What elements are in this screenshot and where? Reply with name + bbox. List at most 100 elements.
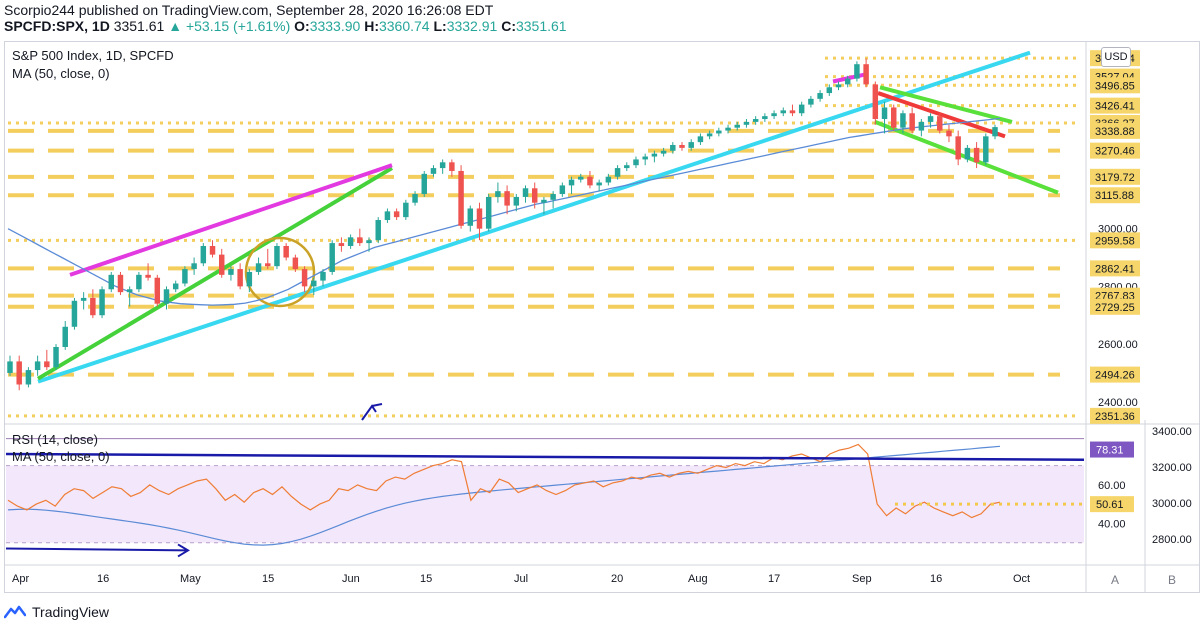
rsi-legend: RSI (14, close)	[12, 432, 98, 447]
candle-body-90	[835, 84, 842, 88]
candle-body-93	[863, 64, 869, 85]
candle-body-5	[53, 346, 59, 368]
publish-info: Scorpio244 published on TradingView.com,…	[4, 2, 494, 18]
candle-body-50	[467, 208, 474, 226]
price-label-12: 2729.25	[1095, 302, 1135, 314]
candle-body-87	[808, 98, 814, 105]
candle-body-48	[449, 162, 455, 171]
candle-body-1	[16, 361, 22, 385]
candle-body-65	[605, 176, 612, 183]
candle-body-10	[99, 289, 105, 316]
candle-body-73	[679, 144, 685, 148]
price-label-bg-10	[1090, 260, 1140, 277]
candle-body-77	[716, 130, 722, 134]
candle-body-74	[688, 142, 694, 148]
x-tick-label-4: Jun	[342, 573, 360, 585]
candle-body-24	[228, 269, 234, 275]
x-tick-label-9: 17	[768, 573, 780, 585]
candle-body-44	[412, 194, 418, 203]
candle-body-37	[347, 237, 354, 246]
candle-body-7	[71, 300, 78, 327]
candle-body-78	[725, 127, 731, 131]
x-tick-label-1: 16	[97, 573, 109, 585]
tradingview-brand[interactable]: TradingView	[4, 604, 109, 620]
open-label: O:	[294, 18, 310, 34]
candle-body-14	[136, 274, 142, 290]
rsi-navy-arrow-line	[5, 547, 187, 552]
candle-body-103	[955, 136, 961, 160]
candle-body-19	[182, 269, 188, 284]
candle-body-45	[421, 173, 427, 195]
x-tick-label-8: Aug	[688, 573, 708, 585]
candle-body-94	[872, 84, 879, 120]
candle-body-80	[743, 121, 750, 125]
candle-body-55	[513, 196, 520, 206]
magenta-trendline	[69, 163, 393, 277]
candle-body-32	[301, 269, 308, 287]
rsi-line	[7, 443, 1001, 519]
rsi-level-label-bg	[1090, 496, 1134, 513]
candle-body-46	[430, 168, 437, 174]
candle-body-66	[614, 168, 621, 177]
candle-body-43	[403, 202, 409, 218]
candle-body-56	[522, 188, 529, 197]
candle-body-15	[145, 274, 151, 278]
candle-body-88	[817, 93, 823, 99]
high-value: 3360.74	[378, 18, 430, 34]
price-label-bg-8	[1090, 187, 1140, 204]
x-tick-label-3: 15	[262, 573, 274, 585]
chart-frame	[4, 41, 1200, 593]
candle-body-101	[937, 116, 943, 131]
y-tick-label-0: 2400.00	[1098, 397, 1138, 409]
candle-body-35	[329, 243, 335, 272]
symbol-name: SPCFD:SPX, 1D	[4, 18, 110, 34]
price-label-6: 3270.46	[1095, 146, 1135, 158]
rsi-current-bg	[1090, 441, 1134, 458]
candle-body-30	[283, 245, 289, 258]
candle-body-71	[660, 150, 667, 154]
rsi-right-tick-0: 3400.00	[1152, 426, 1192, 438]
price-label-8: 3115.88	[1095, 190, 1134, 202]
price-label-3: 3426.41	[1095, 101, 1135, 113]
candle-body-62	[578, 176, 584, 180]
candle-body-63	[587, 176, 593, 186]
auto-scale-button[interactable]: A	[1111, 573, 1120, 587]
ma-legend: MA (50, close, 0)	[12, 66, 110, 81]
currency-button[interactable]: USD	[1101, 47, 1131, 67]
candle-body-12	[117, 274, 124, 293]
candle-body-23	[218, 254, 225, 275]
candle-body-4	[44, 361, 50, 368]
candle-body-72	[670, 144, 676, 151]
x-tick-label-2: May	[180, 573, 201, 585]
candle-body-61	[568, 179, 575, 186]
price-label-bg-2	[1090, 77, 1140, 94]
candle-body-86	[798, 104, 805, 114]
candle-body-75	[697, 136, 704, 143]
last-price: 3351.61	[113, 18, 165, 34]
candle-body-38	[357, 237, 363, 244]
candle-body-85	[789, 110, 796, 114]
price-label-bg-6	[1090, 142, 1140, 159]
candle-body-6	[62, 326, 68, 347]
candle-body-99	[918, 121, 925, 131]
rsi-ma-line	[7, 445, 1001, 546]
candle-body-68	[633, 159, 639, 166]
candle-body-42	[393, 211, 400, 218]
open-value: 3333.90	[309, 18, 361, 34]
scale-b-button[interactable]: B	[1168, 573, 1177, 587]
candle-body-60	[559, 185, 566, 195]
y-tick-label-1: 2600.00	[1098, 339, 1138, 351]
rsi-tick-label-0: 60.00	[1098, 480, 1126, 492]
candle-body-102	[946, 130, 952, 137]
red-trendline	[877, 91, 1006, 139]
candle-body-104	[964, 147, 971, 160]
rsi-arrowhead	[177, 543, 190, 558]
price-label-10: 2862.41	[1095, 263, 1135, 275]
candle-body-27	[255, 263, 262, 272]
candle-body-39	[366, 240, 372, 244]
candle-body-33	[311, 280, 317, 287]
x-tick-label-11: 16	[930, 573, 942, 585]
candle-body-105	[973, 147, 980, 163]
price-label-bg-13	[1090, 366, 1140, 383]
